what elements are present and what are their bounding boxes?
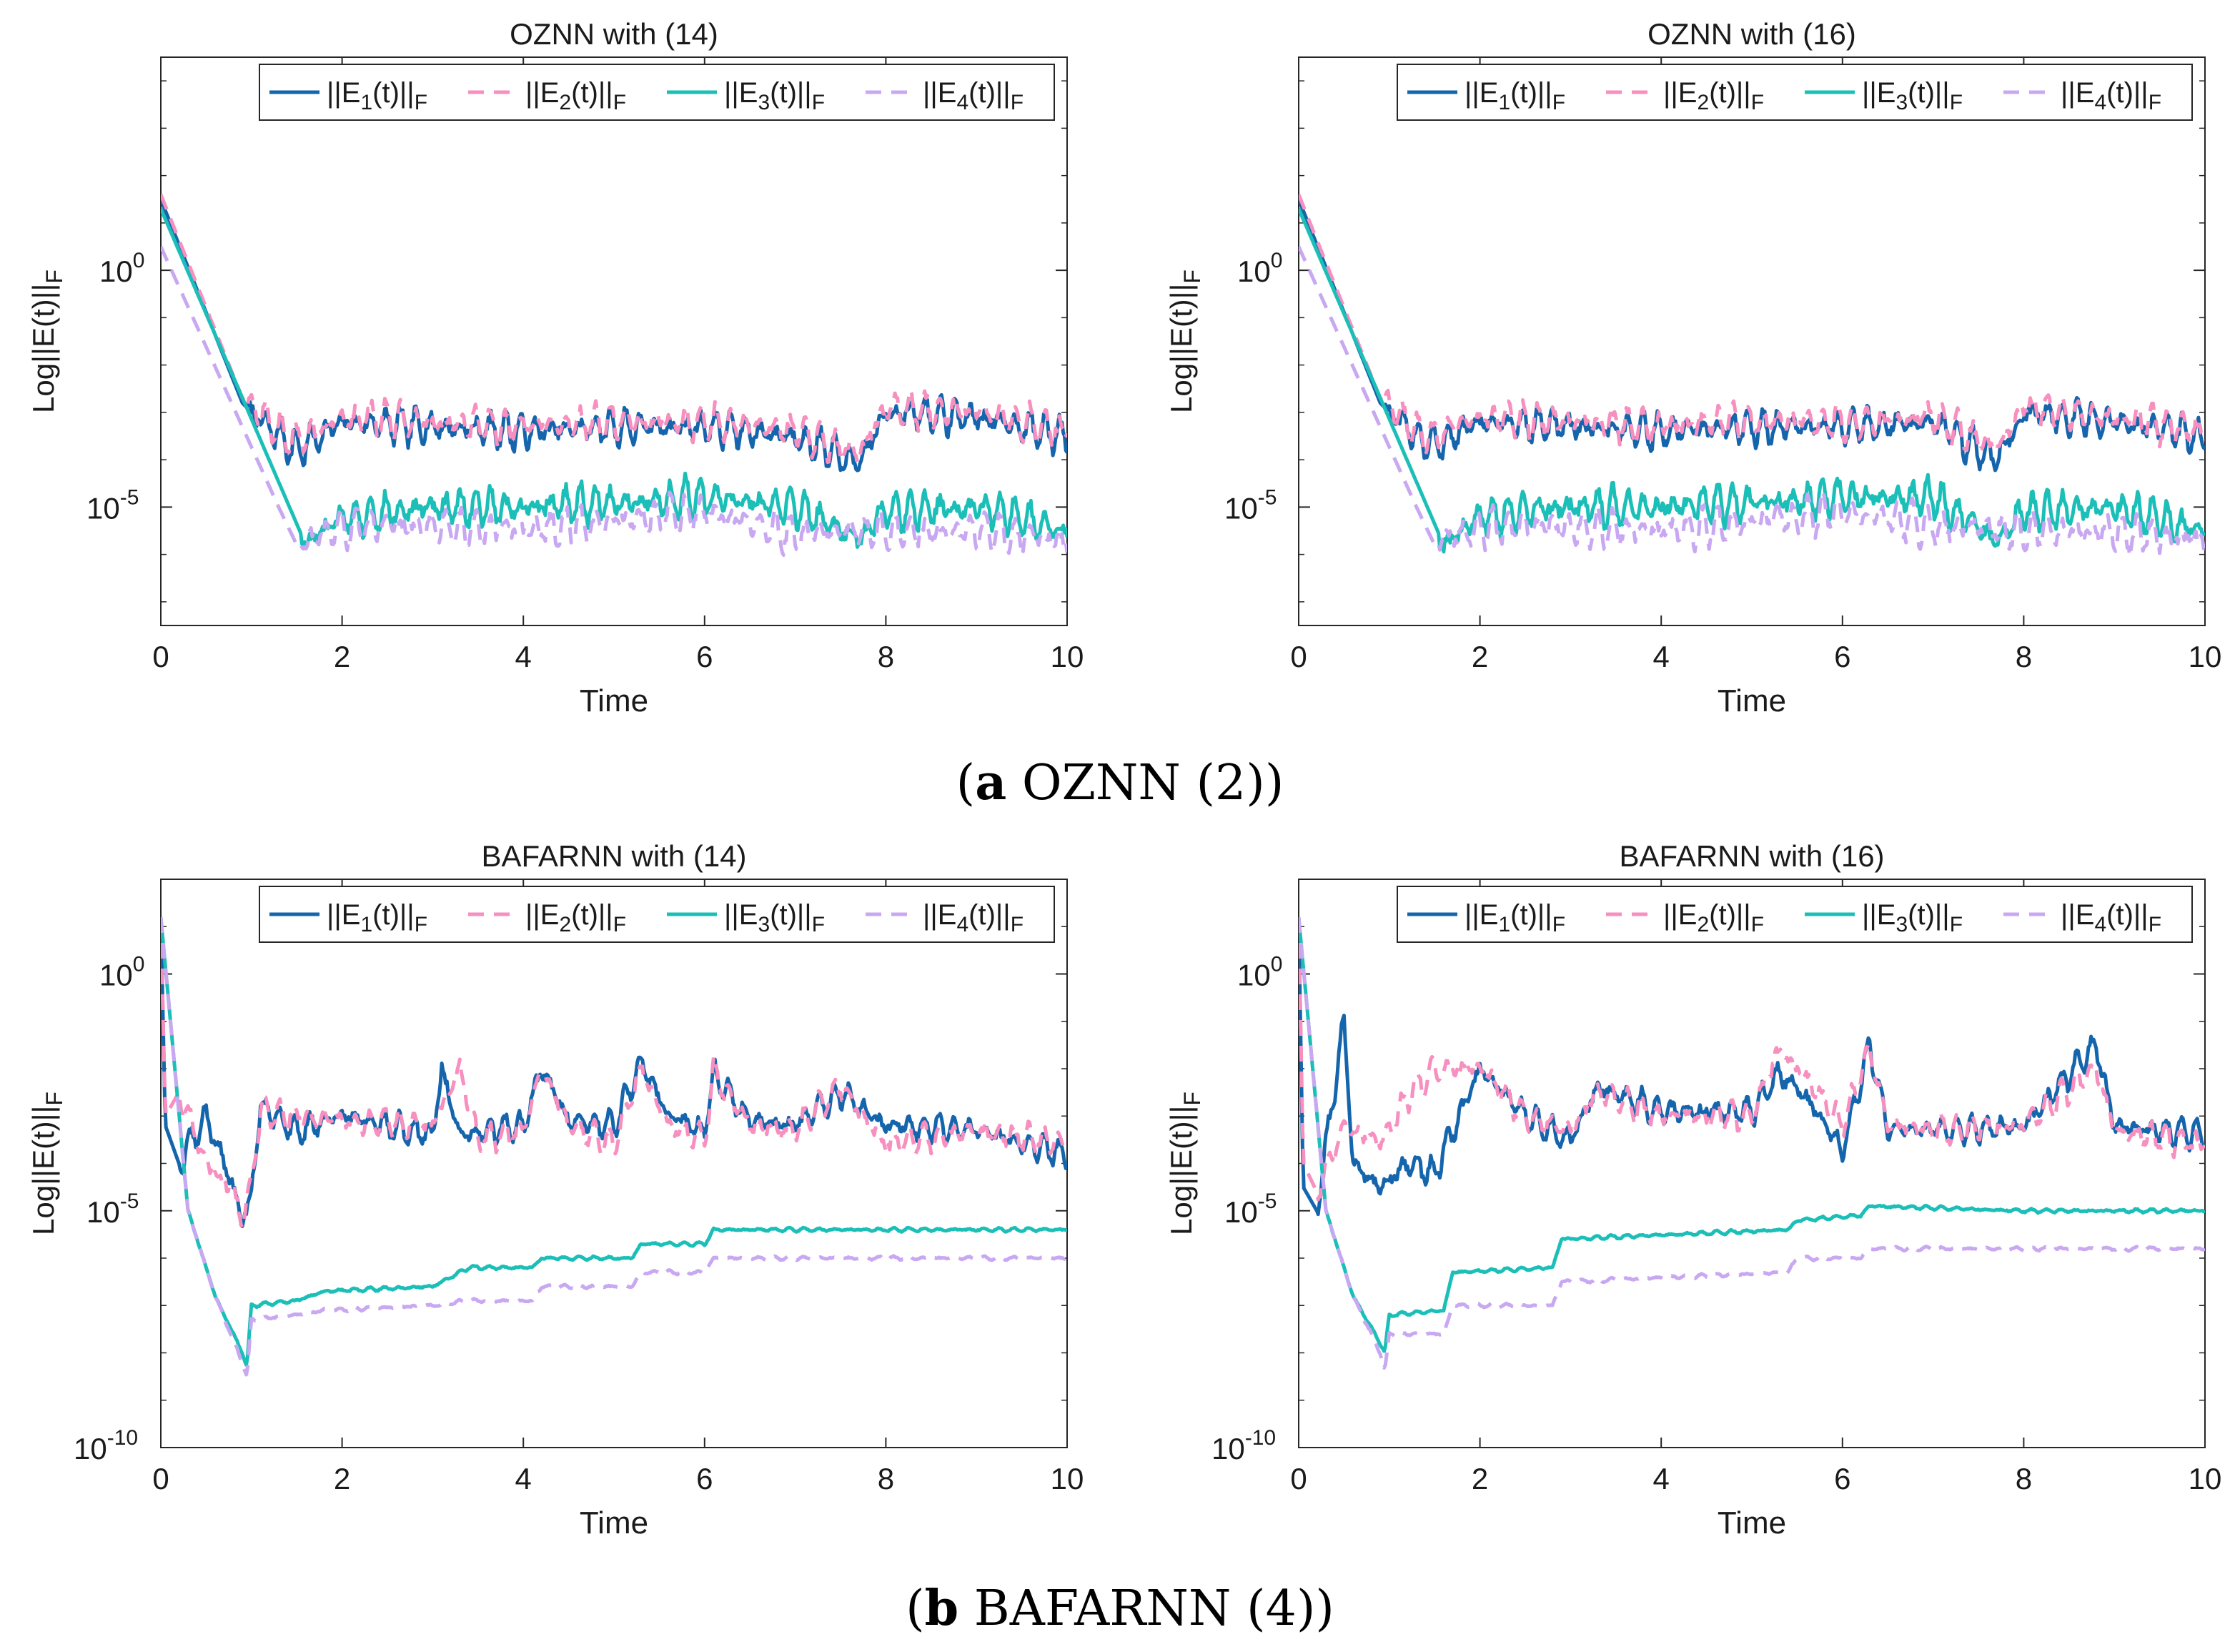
x-tick-label: 10	[2189, 1462, 2222, 1495]
legend-label-e2: ||E2(t)||F	[1663, 899, 1764, 936]
axes-box	[1298, 879, 2206, 1448]
legend-label-e3: ||E3(t)||F	[1862, 77, 1963, 114]
x-tick-label: 10	[2189, 640, 2222, 673]
x-tick-label: 6	[696, 640, 713, 673]
x-tick-label: 8	[878, 1462, 894, 1495]
y-tick-label: 10-5	[1224, 485, 1277, 525]
x-tick-label: 0	[1290, 640, 1307, 673]
series-line-e2	[161, 194, 1067, 465]
legend: ||E1(t)||F ||E2(t)||F ||E3(t)||F ||E4(t)||F	[259, 64, 1055, 121]
series-line-e3	[1299, 916, 2205, 1353]
y-tick-label: 10-5	[86, 1189, 139, 1229]
legend-label-e2: ||E2(t)||F	[525, 77, 626, 114]
legend-label-e1: ||E1(t)||F	[1465, 77, 1565, 114]
legend-label-e2: ||E2(t)||F	[525, 899, 626, 936]
x-axis-label: Time	[1718, 1505, 1786, 1540]
legend-label-e4: ||E4(t)||F	[2061, 77, 2161, 114]
series-line-e3	[161, 916, 1067, 1367]
series-line-e2	[1299, 916, 2205, 1202]
series-line-e2	[1299, 194, 2205, 457]
x-tick-label: 2	[334, 1462, 350, 1495]
x-tick-label: 6	[1834, 1462, 1850, 1495]
chart-title: OZNN with (14)	[510, 17, 718, 51]
legend-label-e4: ||E4(t)||F	[923, 899, 1024, 936]
legend-label-e4: ||E4(t)||F	[923, 77, 1024, 114]
legend-label-e2: ||E2(t)||F	[1663, 77, 1764, 114]
y-tick-label: 10-10	[74, 1426, 138, 1465]
chart-bafarnn-14: 0 2 4 6 8 10 100 10-5 10-10 BAFARNN with (14) Time…	[26, 839, 1084, 1540]
x-tick-label: 4	[515, 640, 532, 673]
series-line-e4	[161, 245, 1067, 557]
x-tick-label: 8	[2016, 1462, 2032, 1495]
legend: ||E1(t)||F ||E2(t)||F ||E3(t)||F ||E4(t)||F	[1397, 886, 2193, 943]
series-line-e4	[1299, 245, 2205, 559]
x-tick-label: 10	[1051, 640, 1084, 673]
legend-label-e1: ||E1(t)||F	[327, 899, 427, 936]
y-tick-label: 100	[1237, 249, 1282, 288]
x-tick-label: 10	[1051, 1462, 1084, 1495]
legend-label-e1: ||E1(t)||F	[327, 77, 427, 114]
x-tick-label: 0	[1290, 1462, 1307, 1495]
x-tick-label: 2	[334, 640, 350, 673]
y-tick-label: 10-5	[86, 485, 139, 525]
x-axis-label: Time	[580, 683, 648, 718]
legend-label-e1: ||E1(t)||F	[1465, 899, 1565, 936]
x-tick-label: 0	[152, 640, 169, 673]
series-line-e2	[161, 916, 1067, 1230]
series-line-e3	[1299, 208, 2205, 554]
y-tick-label: 10-10	[1211, 1426, 1276, 1465]
x-tick-label: 6	[1834, 640, 1850, 673]
axes-box	[160, 879, 1068, 1448]
chart-bafarnn-16: 0 2 4 6 8 10 100 10-5 10-10 BAFARNN with (16) Time…	[1164, 839, 2221, 1540]
legend-label-e3: ||E3(t)||F	[1862, 899, 1963, 936]
y-axis-label: Log||E(t)||F	[26, 1092, 67, 1235]
x-tick-label: 2	[1472, 640, 1488, 673]
x-tick-label: 8	[878, 640, 894, 673]
chart-title: BAFARNN with (14)	[481, 839, 746, 873]
caption-a: (a OZNN (2))	[956, 754, 1284, 811]
legend: ||E1(t)||F ||E2(t)||F ||E3(t)||F ||E4(t)||F	[1397, 64, 2193, 121]
series-line-e4	[161, 916, 1067, 1377]
y-tick-label: 100	[99, 249, 144, 288]
chart-title: OZNN with (16)	[1647, 17, 1856, 51]
x-axis-label: Time	[580, 1505, 648, 1540]
chart-oznn-16: 0 2 4 6 8 10 100 10-5 OZNN with (16) Time Log||E(t…	[1164, 17, 2221, 718]
x-tick-label: 4	[1653, 1462, 1670, 1495]
chart-title: BAFARNN with (16)	[1619, 839, 1884, 873]
caption-b: (b BAFARNN (4))	[906, 1580, 1334, 1637]
y-tick-label: 10-5	[1224, 1189, 1277, 1229]
axes-box	[1298, 56, 2206, 626]
y-tick-label: 100	[1237, 953, 1282, 992]
x-tick-label: 6	[696, 1462, 713, 1495]
legend-label-e3: ||E3(t)||F	[724, 77, 825, 114]
y-tick-label: 100	[99, 953, 144, 992]
y-axis-label: Log||E(t)||F	[26, 269, 67, 413]
series-line-e4	[1299, 916, 2205, 1370]
x-tick-label: 4	[515, 1462, 532, 1495]
y-axis-label: Log||E(t)||F	[1164, 269, 1205, 413]
chart-oznn-14: 0 2 4 6 8 10 100 10-5 OZNN with (14) Time Log||E(t…	[26, 17, 1084, 718]
legend: ||E1(t)||F ||E2(t)||F ||E3(t)||F ||E4(t)||F	[259, 886, 1055, 943]
y-axis-label: Log||E(t)||F	[1164, 1092, 1205, 1235]
x-tick-label: 4	[1653, 640, 1670, 673]
legend-label-e4: ||E4(t)||F	[2061, 899, 2161, 936]
legend-label-e3: ||E3(t)||F	[724, 899, 825, 936]
x-tick-label: 0	[152, 1462, 169, 1495]
x-axis-label: Time	[1718, 683, 1786, 718]
x-tick-label: 2	[1472, 1462, 1488, 1495]
x-tick-label: 8	[2016, 640, 2032, 673]
